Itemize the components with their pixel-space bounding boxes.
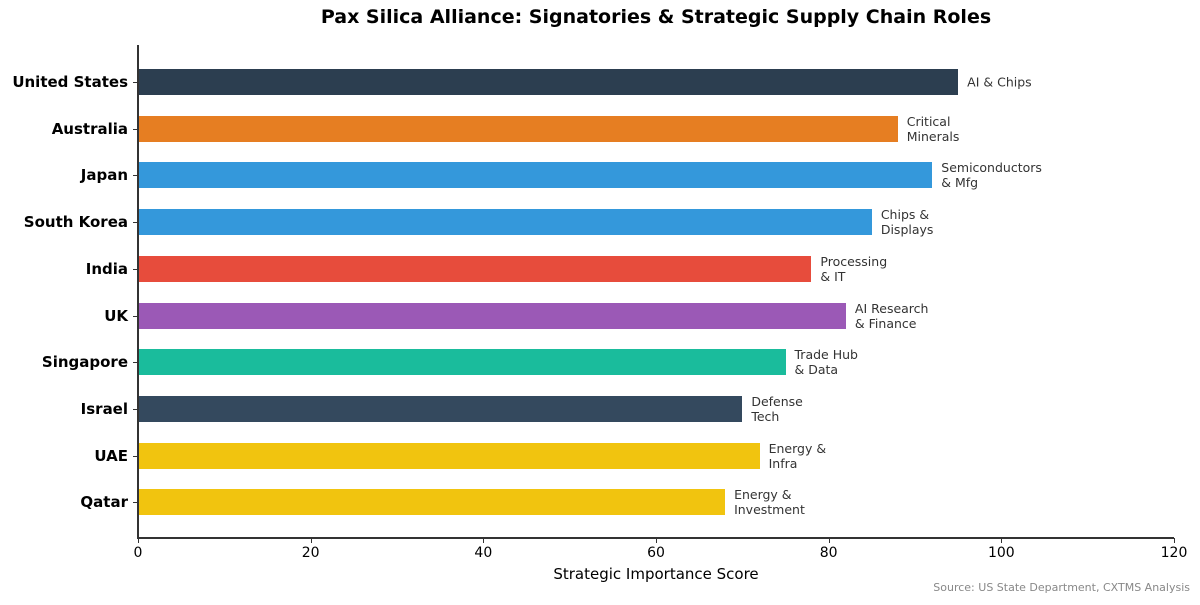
bar-south-korea (138, 209, 872, 236)
y-axis-line (137, 45, 139, 539)
y-tick (133, 128, 137, 130)
chart-title: Pax Silica Alliance: Signatories & Strat… (320, 6, 992, 28)
y-tick (133, 175, 137, 177)
role-annotation: Semiconductors & Mfg (941, 160, 1042, 191)
bar-israel (138, 395, 743, 422)
role-annotation: AI Research & Finance (854, 300, 929, 331)
source-note: Source: US State Department, CXTMS Analy… (933, 581, 1190, 594)
x-tick-label: 0 (133, 545, 143, 561)
y-tick (133, 82, 137, 83)
bar-uae (138, 442, 760, 469)
x-tick-label: 40 (474, 545, 493, 561)
y-tick (133, 408, 137, 410)
x-tick-label: 20 (301, 545, 320, 561)
x-tick (483, 538, 485, 543)
x-tick (656, 538, 657, 543)
x-tick-label: 100 (987, 545, 1015, 561)
y-tick-label: UK (104, 306, 128, 325)
y-tick (133, 362, 137, 364)
bar-india (138, 255, 812, 282)
y-tick-label: Australia (51, 119, 128, 138)
role-annotation: Defense Tech (751, 393, 803, 424)
y-tick (133, 222, 137, 224)
y-tick-label: United States (12, 73, 128, 91)
y-tick-label: South Korea (23, 213, 128, 232)
bar-singapore (138, 349, 786, 376)
y-tick-label: Singapore (41, 353, 128, 372)
y-tick-label: UAE (94, 446, 128, 465)
x-tick (828, 538, 830, 543)
y-tick (133, 455, 137, 457)
x-tick (310, 538, 312, 543)
x-tick-label: 80 (819, 545, 838, 561)
role-annotation: Critical Minerals (906, 113, 960, 144)
x-axis-line (137, 537, 1174, 539)
bar-australia (138, 115, 898, 142)
bar-japan (138, 162, 933, 189)
y-tick-label: Israel (80, 399, 128, 418)
x-tick-label: 60 (647, 545, 665, 561)
y-tick (133, 502, 137, 504)
role-annotation: Processing & IT (820, 253, 888, 284)
bar-qatar (138, 489, 726, 516)
role-annotation: AI & Chips (967, 74, 1032, 90)
y-tick-label: India (85, 259, 128, 278)
x-tick (1174, 538, 1175, 543)
x-tick (138, 538, 139, 543)
x-tick-label: 120 (1160, 545, 1188, 561)
role-annotation: Chips & Displays (880, 207, 934, 238)
bar-uk (138, 302, 846, 329)
x-axis-label: Strategic Importance Score (553, 565, 759, 583)
y-tick-label: Qatar (80, 493, 128, 512)
role-annotation: Trade Hub & Data (794, 347, 858, 378)
role-annotation: Energy & Investment (734, 487, 805, 518)
y-tick (133, 315, 137, 317)
bar-united-states (138, 69, 959, 95)
y-tick-label: Japan (80, 166, 128, 185)
y-tick (133, 268, 137, 270)
x-tick (1001, 538, 1003, 543)
role-annotation: Energy & Infra (768, 440, 827, 471)
